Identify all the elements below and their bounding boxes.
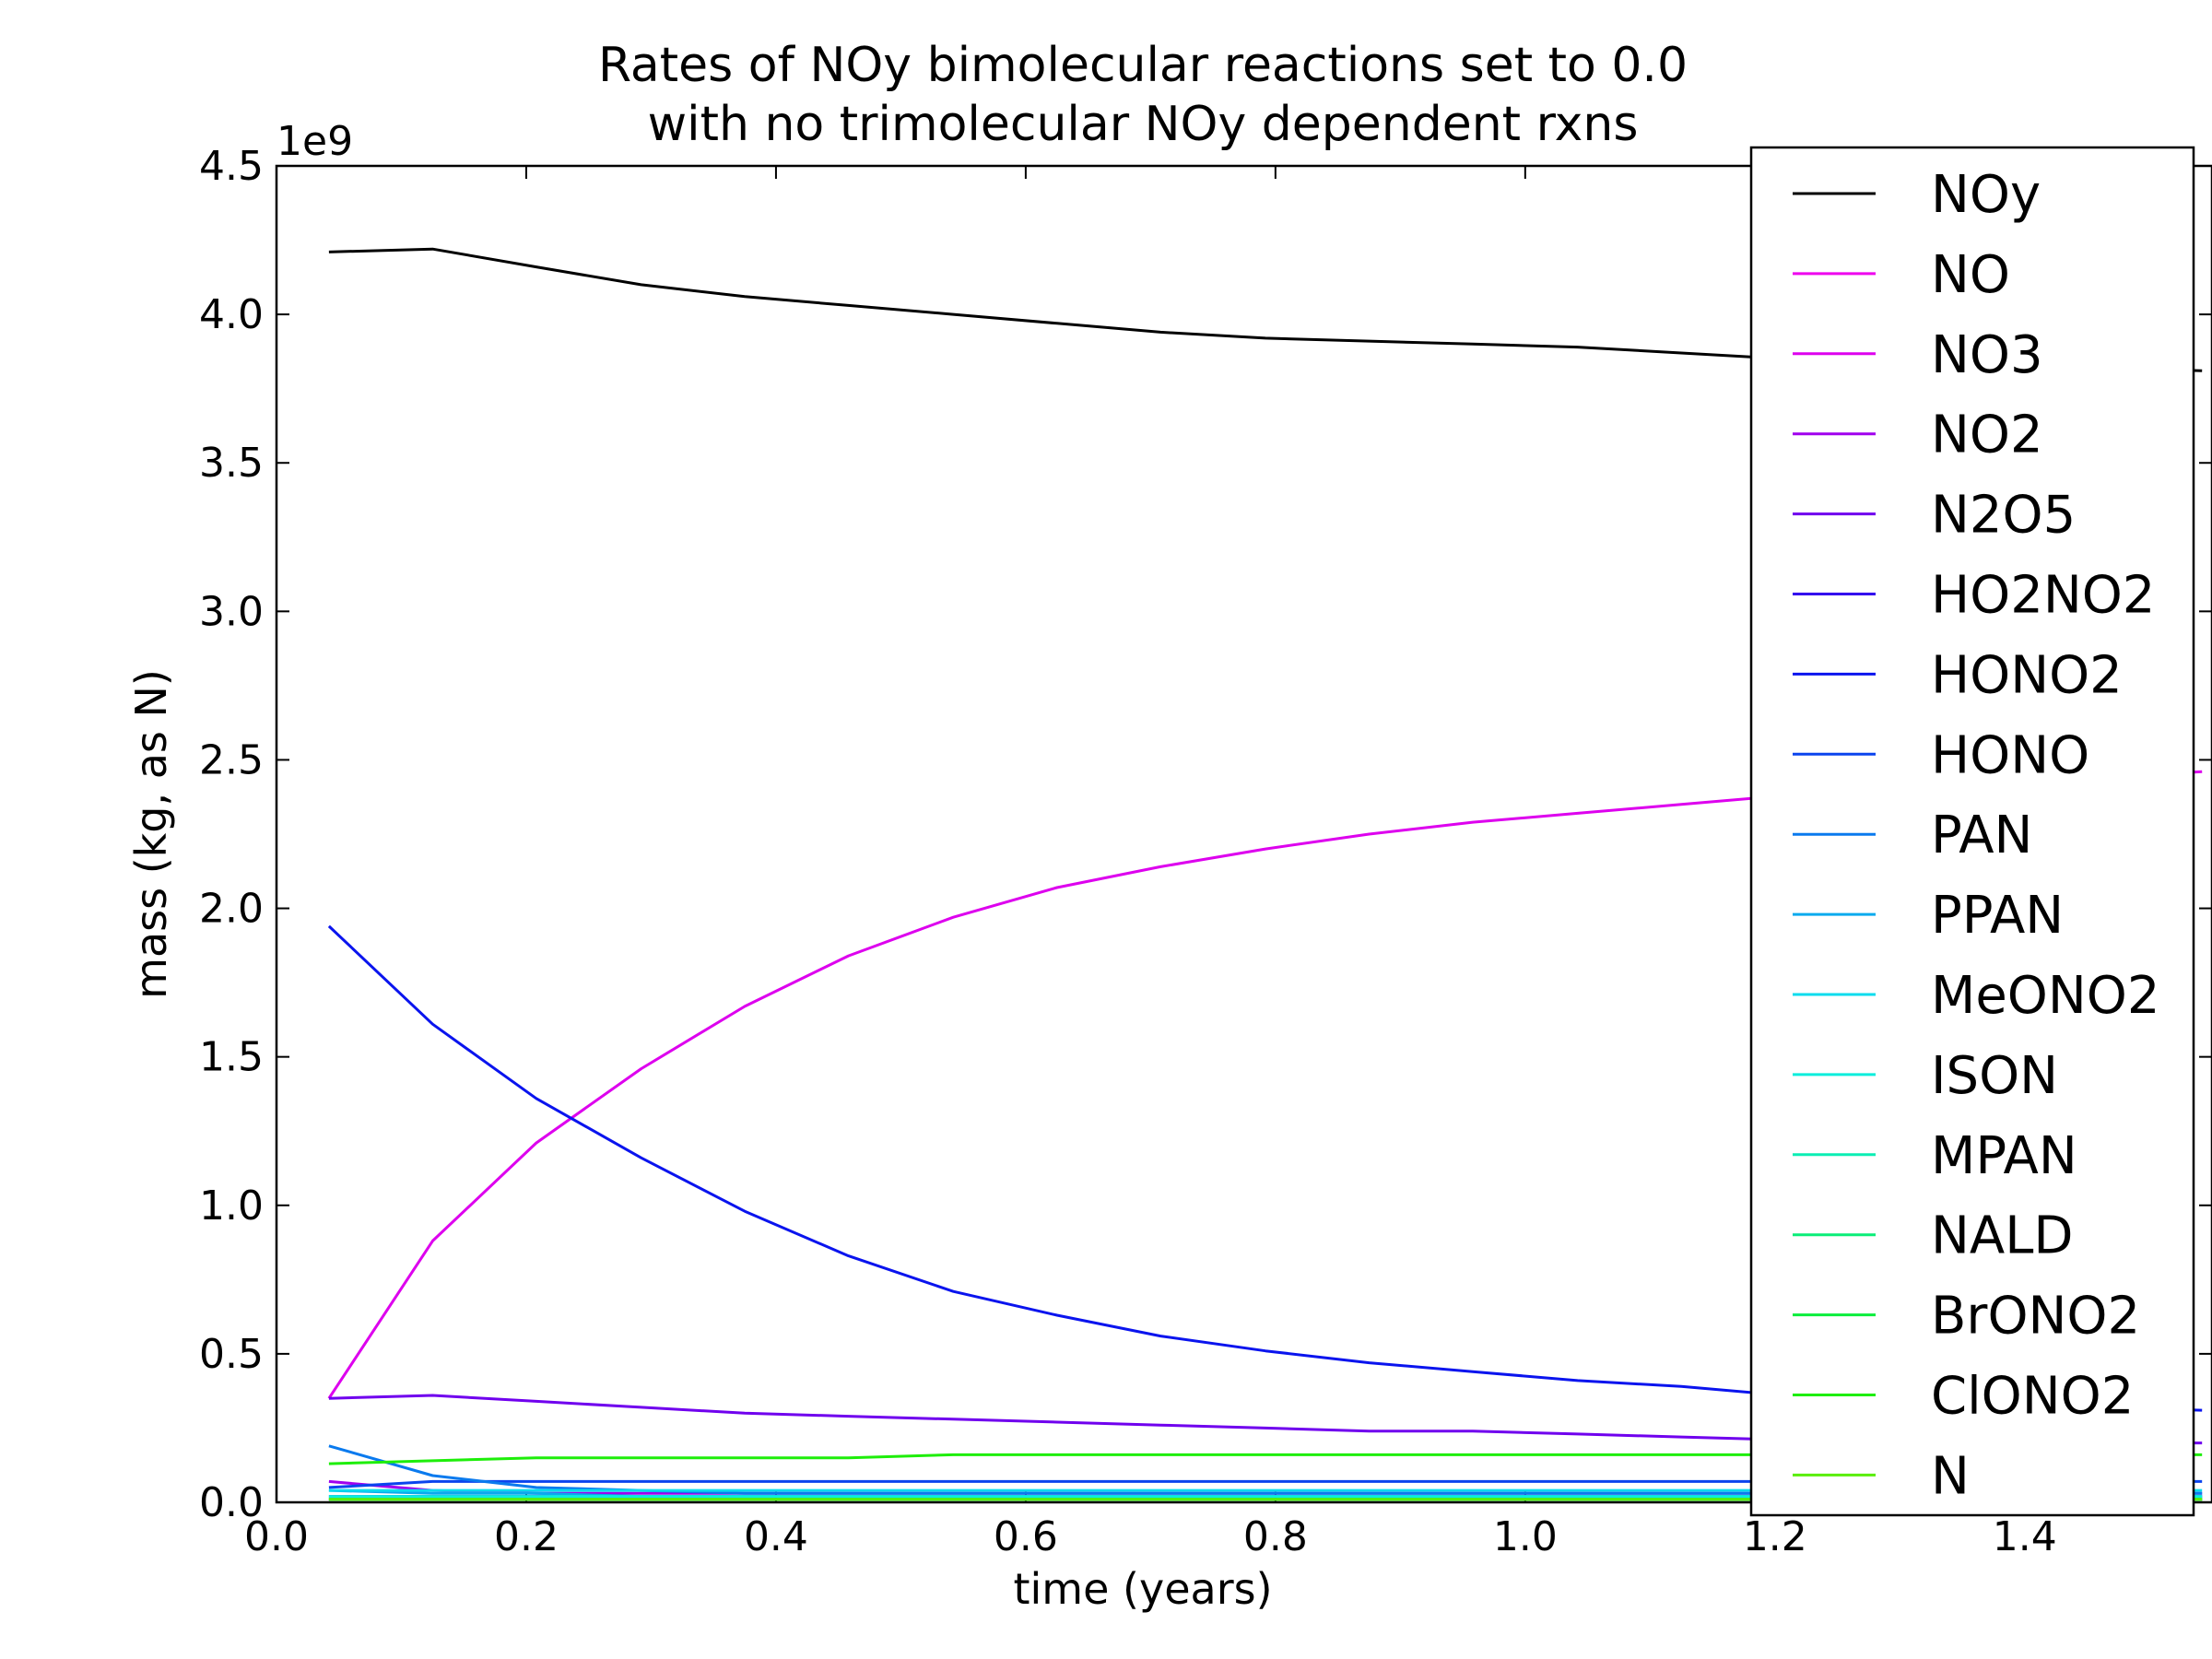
y-tick-label: 4.0 [199,291,264,338]
legend-label-nald: NALD [1931,1206,2074,1266]
legend-label-hono: HONO [1931,725,2089,785]
y-tick-label: 3.5 [199,440,264,487]
x-tick-label: 0.4 [744,1513,808,1560]
legend-label-ppan: PPAN [1931,886,2064,946]
legend-label-ison: ISON [1931,1046,2058,1106]
y-tick-label: 1.5 [199,1034,264,1081]
y-offset-label: 1e9 [276,118,353,165]
legend-label-clono2: ClONO2 [1931,1367,2134,1427]
x-tick-label: 0.0 [244,1513,309,1560]
legend-label-hono2: HONO2 [1931,645,2123,705]
legend-label-no2: NO2 [1931,406,2043,465]
y-tick-label: 0.0 [199,1479,264,1526]
y-tick-label: 0.5 [199,1331,264,1378]
y-axis-label: mass (kg, as N) [126,669,176,999]
legend-label-brono2: BrONO2 [1931,1287,2140,1347]
x-tick-label: 1.0 [1493,1513,1558,1560]
legend: NOy NO NO3 NO2 N2O5 HO2NO2 HONO2 HONO PAN PPAN MeO… [1749,146,2195,1517]
legend-label-noy: NOy [1931,165,2041,225]
x-tick-label: 0.8 [1243,1513,1308,1560]
y-tick-label: 2.5 [199,736,264,783]
chart-title-line1: Rates of NOy bimolecular reactions set t… [598,38,1688,93]
legend-label-meono2: MeONO2 [1931,966,2159,1026]
legend-label-pan: PAN [1931,806,2032,865]
x-tick-label: 0.6 [994,1513,1058,1560]
legend-label-ho2no2: HO2NO2 [1931,566,2155,626]
y-tick-label: 1.0 [199,1182,264,1230]
y-tick-label: 2.0 [199,886,264,933]
legend-label-n: N [1931,1446,1970,1506]
y-tick-label: 3.0 [199,588,264,635]
legend-box [1749,146,2195,1517]
legend-label-no: NO [1931,245,2010,305]
plot-area [275,164,2212,1504]
x-axis-label: time (years) [1013,1564,1272,1614]
x-tick-label: 1.2 [1743,1513,1807,1560]
legend-label-n2o5: N2O5 [1931,486,2076,546]
legend-label-no3: NO3 [1931,325,2043,385]
chart-title-line2: with no trimolecular NOy dependent rxns [648,97,1639,152]
legend-label-mpan: MPAN [1931,1126,2077,1186]
axis-ticks: 0.0 0.2 0.4 0.6 0.8 1.0 1.2 1.4 0.0 0.5 1.0 1.5 2.0 2… [199,143,2212,1560]
x-tick-label: 1.4 [1993,1513,2057,1560]
y-tick-label: 4.5 [199,143,264,190]
x-tick-label: 0.2 [494,1513,559,1560]
